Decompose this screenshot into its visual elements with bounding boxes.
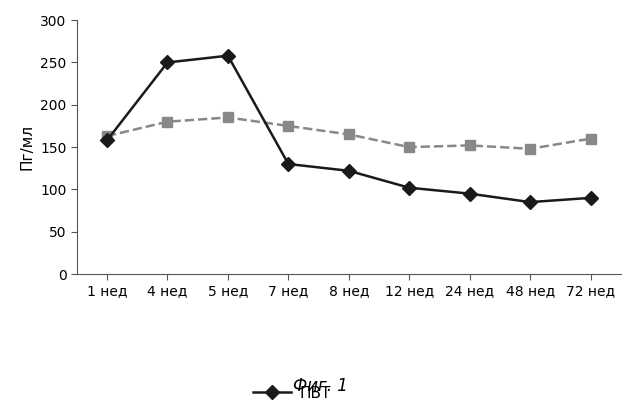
- Text: Фиг. 1: Фиг. 1: [292, 377, 348, 395]
- ПВТ: [587, 195, 595, 200]
- Line: ПВТ: ПВТ: [102, 51, 595, 207]
- базисная терапия: [526, 146, 534, 151]
- базисная терапия: [285, 123, 292, 128]
- Y-axis label: Пг/мл: Пг/мл: [19, 124, 35, 170]
- ПВТ: [103, 138, 111, 143]
- ПВТ: [466, 191, 474, 196]
- базисная терапия: [164, 119, 172, 124]
- ПВТ: [526, 200, 534, 205]
- базисная терапия: [466, 143, 474, 148]
- базисная терапия: [224, 115, 232, 120]
- базисная терапия: [587, 136, 595, 141]
- ПВТ: [345, 168, 353, 173]
- Line: базисная терапия: базисная терапия: [102, 112, 595, 154]
- ПВТ: [224, 53, 232, 58]
- базисная терапия: [103, 134, 111, 139]
- базисная терапия: [405, 145, 413, 150]
- Legend: ПВТ, базисная терапия: ПВТ, базисная терапия: [246, 378, 452, 403]
- ПВТ: [405, 185, 413, 190]
- базисная терапия: [345, 132, 353, 137]
- ПВТ: [285, 162, 292, 166]
- ПВТ: [164, 60, 172, 65]
